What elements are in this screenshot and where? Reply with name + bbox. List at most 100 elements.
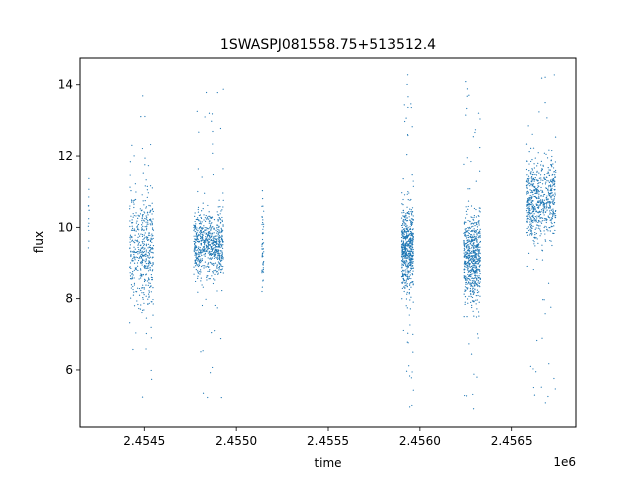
data-point <box>216 253 219 255</box>
data-point <box>210 216 212 218</box>
data-point <box>214 330 216 332</box>
data-point <box>545 202 548 204</box>
data-point <box>551 155 553 158</box>
data-point <box>554 192 556 194</box>
data-point <box>203 225 205 227</box>
data-point <box>475 303 477 305</box>
data-point <box>548 363 550 365</box>
data-point <box>261 286 263 288</box>
data-point <box>530 223 532 225</box>
data-point <box>408 250 410 252</box>
data-point <box>412 251 414 253</box>
data-point <box>193 228 195 230</box>
data-point <box>555 169 557 172</box>
data-point <box>143 251 145 254</box>
data-point <box>475 231 477 233</box>
data-point <box>526 160 528 163</box>
data-point <box>550 218 552 220</box>
data-point <box>141 215 144 217</box>
data-point <box>148 296 150 298</box>
data-point <box>543 214 545 216</box>
data-point <box>464 221 466 223</box>
data-point <box>143 255 145 257</box>
data-point <box>200 242 202 245</box>
data-point <box>202 238 204 241</box>
data-point <box>465 206 467 208</box>
data-point <box>209 258 211 260</box>
data-point <box>198 265 201 267</box>
data-point <box>146 280 148 282</box>
data-point <box>207 245 209 247</box>
data-point <box>401 243 404 245</box>
data-point <box>530 173 532 175</box>
data-point <box>552 163 554 165</box>
data-point <box>206 216 209 218</box>
data-point <box>468 295 470 298</box>
data-point <box>400 236 403 239</box>
data-point <box>538 214 540 216</box>
data-point <box>409 274 411 276</box>
data-point <box>471 239 473 241</box>
data-point <box>404 244 406 247</box>
data-point <box>199 234 201 236</box>
data-point <box>531 175 533 178</box>
data-point <box>404 215 406 217</box>
data-point <box>474 280 476 282</box>
data-point <box>471 269 473 271</box>
data-point <box>477 311 480 313</box>
data-point <box>219 254 221 257</box>
data-point <box>479 240 482 243</box>
data-point <box>216 266 218 268</box>
data-point <box>208 233 210 235</box>
data-point <box>479 241 481 243</box>
data-point <box>197 260 199 262</box>
data-point <box>546 229 548 231</box>
data-point <box>214 246 216 249</box>
data-point <box>539 217 541 219</box>
data-point <box>200 271 202 273</box>
data-point <box>535 190 538 192</box>
data-point <box>536 191 538 193</box>
data-point <box>408 288 410 291</box>
data-point <box>473 271 475 273</box>
data-point <box>142 200 144 202</box>
data-point <box>531 227 533 229</box>
data-point <box>531 212 533 214</box>
data-point <box>536 238 538 240</box>
data-point <box>549 169 551 171</box>
data-point <box>530 197 532 199</box>
data-point <box>537 204 539 206</box>
data-point <box>216 264 219 266</box>
data-point <box>137 243 140 245</box>
data-point <box>412 389 414 391</box>
data-point <box>534 215 536 218</box>
data-point <box>202 248 204 250</box>
data-point <box>401 282 403 284</box>
data-point <box>409 208 411 210</box>
data-point <box>527 184 529 186</box>
data-point <box>261 216 263 219</box>
data-point <box>543 199 545 201</box>
data-point <box>137 233 140 235</box>
data-point <box>402 255 404 257</box>
data-point <box>550 188 552 190</box>
data-point <box>130 267 132 270</box>
data-point <box>479 277 481 280</box>
data-point <box>402 250 404 252</box>
data-point <box>197 217 199 219</box>
data-point <box>401 272 404 274</box>
data-point <box>540 160 542 162</box>
data-point <box>140 257 142 259</box>
data-point <box>195 223 197 225</box>
data-point <box>411 265 413 267</box>
data-point <box>530 183 532 185</box>
data-point <box>209 215 211 217</box>
data-point <box>532 207 534 209</box>
data-point <box>194 241 196 243</box>
data-point <box>475 267 478 269</box>
data-point <box>210 227 213 229</box>
data-point <box>544 240 547 242</box>
data-point <box>531 177 533 179</box>
data-point <box>402 260 404 262</box>
data-point <box>463 275 465 277</box>
